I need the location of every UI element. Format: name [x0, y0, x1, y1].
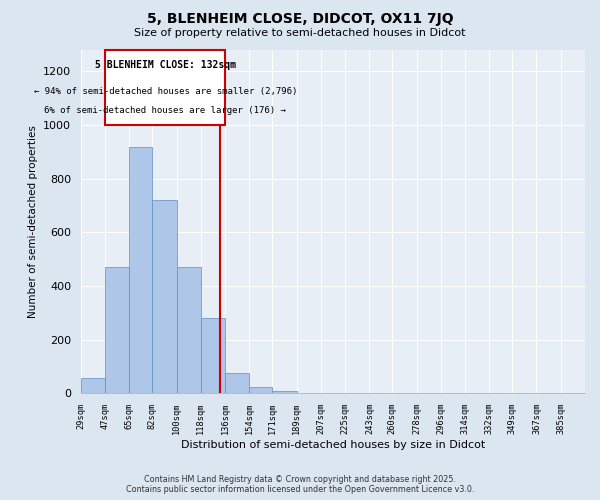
Bar — [81, 378, 105, 393]
Y-axis label: Number of semi-detached properties: Number of semi-detached properties — [28, 125, 38, 318]
Text: ← 94% of semi-detached houses are smaller (2,796): ← 94% of semi-detached houses are smalle… — [34, 87, 297, 96]
Bar — [272, 390, 296, 393]
Bar — [201, 318, 225, 393]
Bar — [152, 200, 176, 393]
Bar — [105, 50, 225, 125]
Text: 5 BLENHEIM CLOSE: 132sqm: 5 BLENHEIM CLOSE: 132sqm — [95, 60, 236, 70]
Text: 6% of semi-detached houses are larger (176) →: 6% of semi-detached houses are larger (1… — [44, 106, 286, 115]
X-axis label: Distribution of semi-detached houses by size in Didcot: Distribution of semi-detached houses by … — [181, 440, 485, 450]
Text: Size of property relative to semi-detached houses in Didcot: Size of property relative to semi-detach… — [134, 28, 466, 38]
Text: Contains HM Land Registry data © Crown copyright and database right 2025.
Contai: Contains HM Land Registry data © Crown c… — [126, 474, 474, 494]
Bar — [105, 267, 130, 393]
Bar — [225, 373, 250, 393]
Bar — [250, 386, 272, 393]
Bar — [130, 146, 152, 393]
Bar — [176, 267, 201, 393]
Text: 5, BLENHEIM CLOSE, DIDCOT, OX11 7JQ: 5, BLENHEIM CLOSE, DIDCOT, OX11 7JQ — [146, 12, 454, 26]
